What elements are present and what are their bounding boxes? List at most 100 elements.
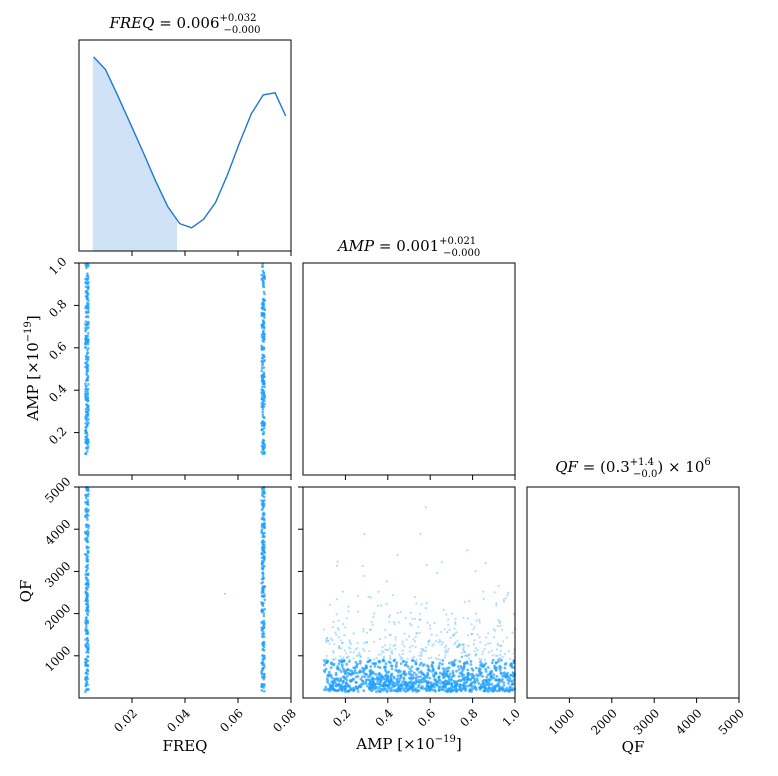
freq-qf-point [261,667,264,671]
amp-qf-point [365,673,369,676]
amp-qf-point [340,647,343,650]
amp-qf-point [468,673,472,676]
amp-qf-point [419,681,423,684]
freq-qf-point [260,685,264,688]
freq-qf-point [85,594,89,598]
amp-qf-point [485,675,489,679]
amp-qf-point [399,658,402,661]
amp-qf-point [466,668,470,672]
amp-qf-point [426,671,430,675]
amp-qf-point [329,603,332,606]
amp-qf-point [401,680,404,684]
freq-amp-point [84,435,87,439]
amp-qf-point [469,663,473,666]
amp-qf-point [345,662,349,666]
amp-qf-point [462,667,466,671]
amp-x-tick-label: 1.0 [500,706,523,729]
amp-qf-point [418,618,421,622]
amp-qf-point [428,624,431,627]
freq-x-tick-label: 0.02 [111,706,140,735]
amp-qf-point [397,689,401,692]
freq-amp-point [86,314,89,318]
amp-qf-point [454,641,457,644]
freq-amp-point [260,314,264,318]
amp-qf-point [501,689,505,692]
amp-qf-point [419,651,422,655]
freq-amp-point [85,289,89,293]
freq-amp-point [262,335,265,339]
amp-qf-point [468,600,471,603]
amp-qf-point [368,628,372,631]
amp-qf-point [493,636,496,639]
amp-qf-point [487,681,491,684]
amp-qf-point [498,657,501,661]
amp-qf-point [419,612,422,616]
amp-qf-point [487,651,490,654]
amp-qf-point [355,664,358,667]
amp-qf-point [334,688,337,692]
freq-amp-point [263,308,267,312]
amp-qf-point [382,681,386,685]
amp-qf-point [394,638,397,641]
freq-amp-point [85,354,88,358]
amp-qf-point [380,683,384,687]
amp-marginal-frame [302,262,516,476]
amp-qf-point [338,646,341,649]
freq-qf-point [262,640,266,644]
freq-amp-point [260,311,264,315]
amp-qf-point [479,641,482,644]
amp-qf-point [388,647,392,650]
amp-qf-point [475,653,478,656]
amp-qf-point [421,664,425,667]
qf-x-axis-label: QF [622,738,645,756]
amp-qf-point [449,689,453,693]
amp-qf-point [479,660,482,664]
amp-qf-point [408,685,412,689]
amp-qf-point [384,665,387,669]
amp-qf-point [389,654,392,657]
amp-qf-point [325,640,328,644]
freq-amp-point [85,266,88,270]
amp-qf-point [484,662,488,665]
amp-qf-point [344,683,348,686]
amp-qf-point [470,633,473,636]
amp-qf-point [453,685,457,689]
amp-qf-point [349,650,352,654]
freq-amp-point [261,330,265,334]
amp-qf-point [467,657,471,660]
amp-qf-point [450,675,453,679]
freq-amp-scatter-panel [78,262,292,476]
freq-amp-point [261,432,265,436]
amp-qf-point [378,690,381,693]
amp-qf-point [340,689,344,693]
amp-qf-point [447,623,450,626]
freq-qf-point [261,588,265,592]
amp-qf-point [384,662,388,666]
amp-qf-point [414,646,417,649]
freq-credible-fill [93,56,178,252]
amp-qf-point [462,646,465,649]
amp-qf-point [358,685,362,688]
qf-title-lhs: QF [555,458,578,476]
freq-qf-point [85,625,88,629]
amp-qf-point [490,661,494,665]
amp-qf-point [416,675,420,679]
amp-qf-point [325,637,328,640]
amp-qf-point [496,683,500,687]
amp-qf-point [478,621,481,624]
amp-qf-point [414,676,418,680]
amp-qf-point [483,647,486,650]
amp-qf-point [386,686,390,690]
amp-qf-point [337,636,340,639]
amp-qf-point [330,676,334,680]
amp-qf-point [482,689,486,693]
amp-qf-point [433,621,436,625]
amp-y-label-text: AMP [×10 [24,342,42,422]
amp-qf-point [414,673,418,677]
amp-qf-point [399,655,402,658]
amp-qf-point [499,666,503,669]
amp-qf-point [498,621,501,624]
amp-qf-point [482,590,485,593]
amp-qf-point [434,672,438,676]
